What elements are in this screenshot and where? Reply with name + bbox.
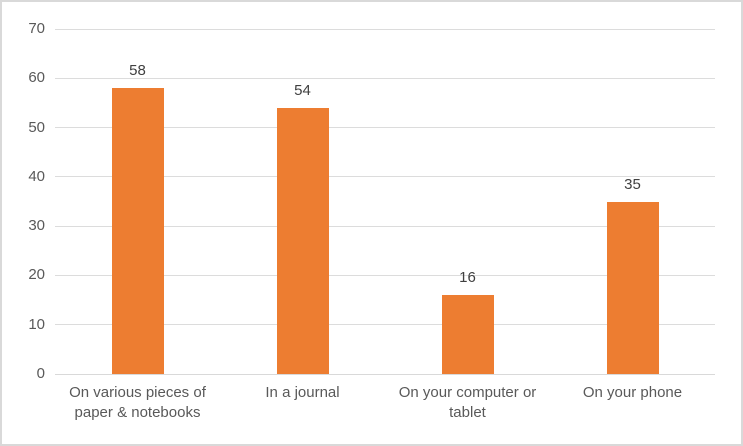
x-category-label: On various pieces of paper & notebooks [69, 384, 206, 421]
x-category-label: On your computer or tablet [398, 384, 537, 421]
gridline [55, 176, 715, 178]
gridline [55, 127, 715, 129]
y-tick-label: 70 [28, 20, 45, 37]
gridline [55, 77, 715, 79]
bar-data-label: 58 [129, 62, 146, 80]
gridline [55, 324, 715, 326]
y-tick-label: 30 [28, 217, 45, 235]
bar [276, 107, 329, 374]
y-tick-label: 50 [28, 118, 45, 136]
y-tick-label: 60 [28, 69, 45, 87]
bar-data-label: 16 [459, 269, 476, 287]
y-tick-label: 40 [28, 167, 45, 185]
y-tick-label: 20 [28, 266, 45, 284]
x-category-label: In a journal [265, 384, 340, 401]
gridline [55, 28, 715, 30]
bar-data-label: 35 [624, 175, 641, 193]
gridline [55, 274, 715, 276]
bar [441, 295, 494, 374]
bar [111, 88, 164, 374]
y-tick-label: 10 [28, 315, 45, 333]
y-tick-label: 0 [36, 365, 45, 382]
x-axis-line [55, 373, 715, 375]
x-category-label: On your phone [582, 384, 683, 401]
bar-data-label: 54 [294, 81, 311, 99]
gridline [55, 225, 715, 227]
bar [606, 201, 659, 374]
